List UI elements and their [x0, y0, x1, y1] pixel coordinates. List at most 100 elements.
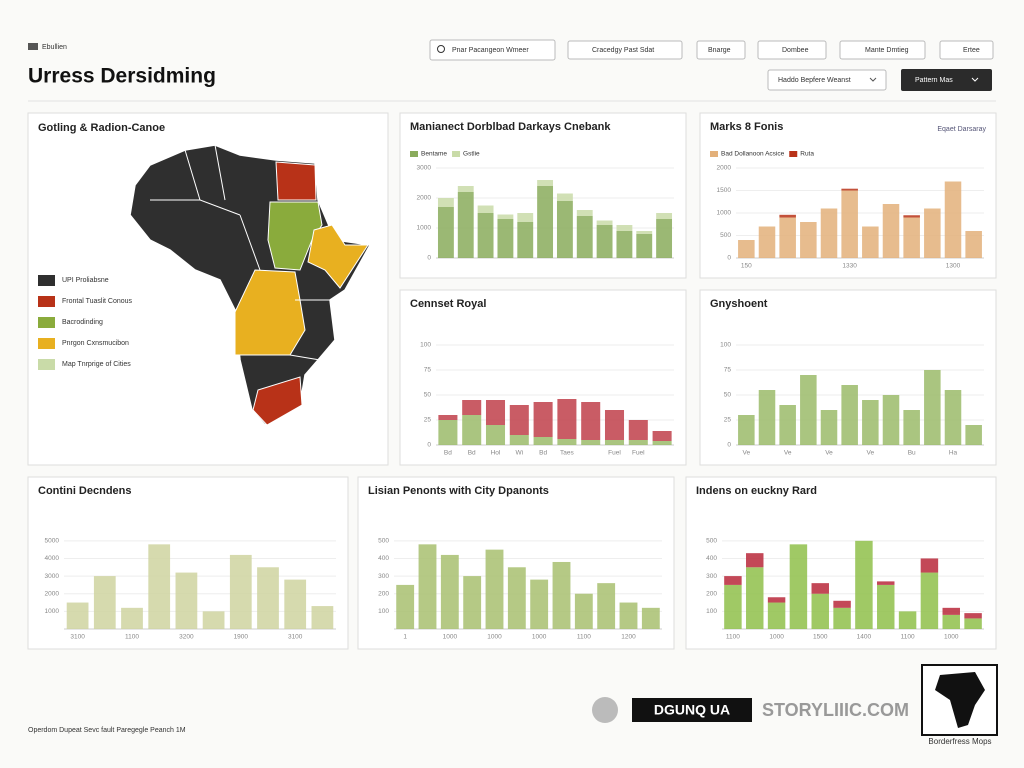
- bar: [820, 410, 838, 445]
- y-tick-label: 2000: [45, 590, 60, 597]
- bar: [944, 390, 962, 445]
- x-tick-label: Ve: [743, 450, 751, 457]
- bar: [533, 402, 553, 437]
- bar: [920, 572, 939, 629]
- x-tick-label: Hol: [491, 450, 501, 457]
- y-tick-label: 50: [724, 392, 732, 399]
- bar: [903, 410, 920, 445]
- y-tick-label: 100: [720, 342, 731, 349]
- y-tick-label: 1000: [717, 210, 732, 217]
- button-label: Cracedgy Past Sdat: [592, 47, 654, 54]
- map-region: [234, 269, 306, 356]
- bar: [841, 190, 858, 258]
- primary-button[interactable]: [901, 69, 992, 91]
- bar: [789, 544, 808, 629]
- bar: [596, 225, 613, 258]
- bar: [656, 213, 673, 219]
- bar: [616, 231, 633, 258]
- bar: [462, 415, 482, 445]
- bar: [597, 583, 616, 629]
- bar: [758, 226, 776, 258]
- button[interactable]: [757, 40, 827, 60]
- chart-title: Cennset Royal: [410, 298, 486, 310]
- bar: [738, 240, 755, 258]
- x-tick-label: Bd: [444, 450, 452, 457]
- bar: [604, 410, 625, 440]
- chart-title: Manianect Dorblbad Darkays Cnebank: [410, 121, 611, 133]
- bar: [552, 561, 571, 629]
- brand-icon: [28, 43, 38, 50]
- bar: [903, 217, 920, 258]
- bar: [557, 399, 577, 439]
- bar: [556, 201, 573, 258]
- y-tick-label: 75: [724, 367, 732, 374]
- bar: [457, 186, 474, 192]
- map: [129, 144, 372, 426]
- y-tick-label: 100: [706, 608, 717, 615]
- bar: [438, 420, 458, 445]
- bar: [175, 572, 198, 629]
- x-tick-label: 1200: [621, 634, 636, 641]
- legend-label: Ruta: [800, 151, 814, 158]
- bar: [862, 226, 879, 258]
- bar: [537, 180, 554, 186]
- bar: [596, 220, 613, 225]
- legend-swatch: [38, 359, 55, 370]
- bar: [517, 213, 534, 222]
- button-label: Dombee: [782, 47, 809, 54]
- bar: [652, 441, 672, 445]
- bar: [724, 576, 742, 585]
- legend-label: UPI Proliabsne: [62, 277, 109, 284]
- bar: [396, 584, 415, 629]
- button[interactable]: [567, 40, 683, 60]
- y-tick-label: 500: [706, 538, 717, 545]
- legend-swatch: [38, 275, 55, 286]
- bar: [628, 440, 648, 445]
- x-tick-label: 1300: [946, 263, 961, 270]
- footer-note: Operdom Dupeat Sevc fault Paregegle Pean…: [28, 727, 186, 734]
- chart-title: Indens on euckny Rard: [696, 485, 817, 497]
- bar: [530, 579, 549, 629]
- button[interactable]: [696, 40, 746, 60]
- bar: [485, 425, 506, 445]
- legend-swatch: [38, 338, 55, 349]
- x-tick-label: Bu: [908, 450, 916, 457]
- bar: [485, 549, 504, 629]
- y-tick-label: 2000: [717, 165, 732, 172]
- bar: [924, 208, 941, 258]
- x-tick-label: Wi: [516, 450, 524, 457]
- search-box[interactable]: [429, 39, 556, 61]
- bar: [616, 225, 633, 231]
- dropdown[interactable]: [767, 69, 887, 91]
- bar: [202, 611, 225, 629]
- x-tick-label: Ve: [867, 450, 875, 457]
- x-tick-label: Taes: [560, 450, 574, 457]
- bar: [311, 606, 334, 629]
- bar: [576, 216, 593, 258]
- bar: [944, 181, 962, 258]
- bar: [800, 222, 817, 258]
- bar: [833, 600, 851, 608]
- dropdown-arrow: [869, 77, 877, 82]
- map-border: [150, 144, 330, 361]
- bar: [841, 385, 858, 445]
- chart-title: Lisian Penonts with City Dpanonts: [368, 485, 549, 497]
- x-tick-label: 1900: [234, 634, 249, 641]
- bar: [477, 213, 494, 258]
- x-tick-label: 1000: [443, 634, 458, 641]
- site-name: STORYLIIIC.COM: [762, 700, 909, 720]
- bar: [924, 370, 941, 445]
- bar: [779, 217, 796, 258]
- map-region: [275, 161, 317, 201]
- bar: [497, 219, 514, 258]
- x-tick-label: 1500: [813, 634, 828, 641]
- button[interactable]: [939, 40, 994, 60]
- search-text: Pnar Pacangeon Wmeer: [452, 47, 529, 54]
- button[interactable]: [839, 40, 926, 60]
- bar: [485, 400, 506, 425]
- bar: [820, 208, 838, 258]
- x-tick-label: 1100: [901, 634, 915, 641]
- bar: [619, 602, 638, 629]
- bar: [463, 576, 482, 629]
- bar: [148, 544, 171, 629]
